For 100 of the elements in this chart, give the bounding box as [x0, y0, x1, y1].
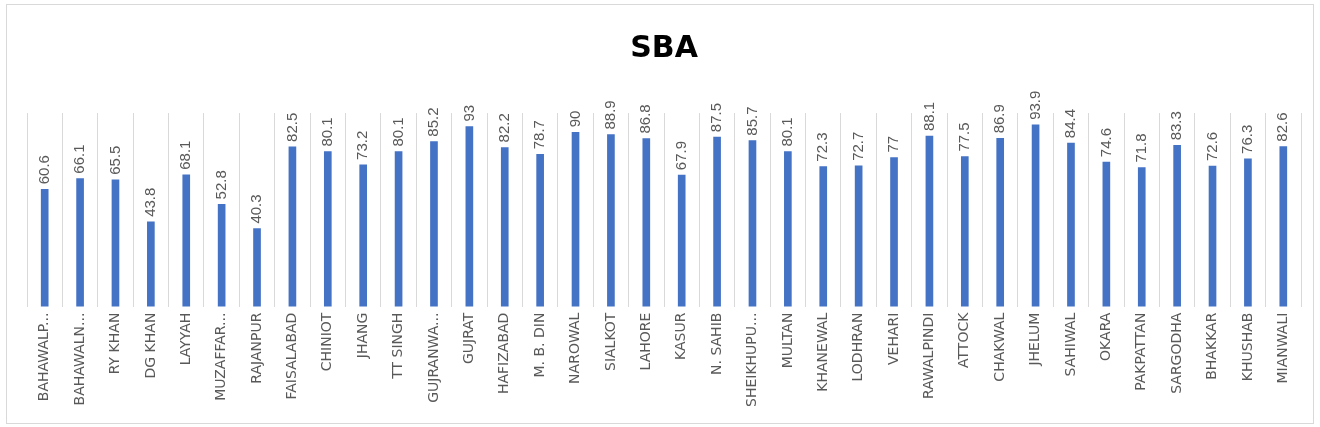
bar [1244, 158, 1252, 307]
bar [147, 221, 155, 307]
bar [536, 153, 544, 307]
data-label: 93 [459, 104, 477, 122]
bar [1279, 146, 1288, 307]
x-tick-label: KHANEWAL [813, 312, 830, 392]
data-label: 72.6 [1202, 131, 1220, 162]
data-label: 88.9 [601, 100, 619, 130]
bar [642, 138, 651, 307]
data-label: 82.6 [1273, 112, 1291, 142]
data-label: 66.1 [70, 144, 88, 174]
x-tick-label: MUZAFFAR... [212, 312, 229, 401]
x-tick-label: LAYYAH [176, 312, 193, 366]
bar [253, 228, 261, 307]
x-tick-label: KASUR [672, 312, 689, 360]
data-label: 83.3 [1167, 111, 1185, 141]
data-label: 60.6 [34, 155, 52, 185]
data-label: 82.2 [494, 113, 512, 143]
x-tick-label: SHEIKHUPU... [743, 312, 760, 408]
bar [1031, 124, 1040, 307]
x-tick-label: DG KHAN [141, 312, 158, 379]
data-label: 43.8 [141, 187, 158, 217]
data-label: 76.3 [1238, 124, 1256, 154]
x-tick-label: ATTOCK [955, 311, 972, 368]
bar [111, 179, 120, 307]
bar [607, 134, 615, 307]
data-label: 52.8 [211, 170, 229, 200]
x-tick-label: LAHORE [636, 312, 653, 371]
data-label: 80.1 [317, 117, 335, 147]
data-label: 85.2 [424, 107, 442, 137]
bar [1102, 161, 1111, 307]
data-label: 87.5 [707, 103, 725, 133]
bar [925, 135, 934, 307]
x-tick-label: SIALKOT [601, 312, 618, 372]
data-label: 40.3 [247, 194, 265, 224]
data-label: 77.5 [954, 122, 972, 152]
x-tick-label: JHELUM [1026, 312, 1043, 367]
bar [819, 166, 828, 307]
x-tick-label: RY KHAN [106, 312, 123, 375]
x-tick-label: MIANWALI [1273, 312, 1290, 384]
bar [394, 151, 403, 307]
data-label: 68.1 [176, 140, 194, 170]
data-label: 82.5 [282, 112, 300, 142]
data-label: 86.8 [636, 104, 654, 134]
bar [1208, 165, 1217, 307]
bar [40, 188, 49, 307]
data-label: 73.2 [353, 130, 371, 160]
x-tick-label: SAHIWAL [1061, 312, 1078, 377]
bar [854, 165, 863, 307]
x-tick-label: SARGODHA [1167, 312, 1184, 394]
x-tick-label: BHAKKAR [1203, 312, 1220, 380]
chart-title: SBA [630, 28, 699, 64]
x-tick-label: CHINIOT [318, 312, 335, 372]
bar [571, 132, 580, 307]
bar [323, 151, 332, 307]
data-label: 74.6 [1096, 127, 1114, 158]
data-label: 85.7 [742, 106, 760, 136]
x-tick-label: PAKPATTAN [1132, 312, 1149, 391]
bar [465, 126, 474, 307]
bar [1067, 142, 1075, 307]
x-tick-label: RAWALPINDI [920, 312, 937, 400]
x-tick-label: NAROWAL [566, 312, 583, 384]
x-tick-label: N. SAHIB [707, 312, 724, 375]
bar [713, 136, 721, 307]
data-label: 72.7 [848, 131, 866, 161]
x-tick-label: GUJRAT [460, 312, 476, 365]
x-tick-label: LODHRAN [849, 312, 866, 382]
data-label: 80.1 [388, 117, 406, 147]
data-label: 71.8 [1131, 133, 1149, 163]
x-tick-label: CHAKWAL [990, 312, 1007, 382]
x-tick-label: OKARA [1097, 312, 1113, 361]
x-tick-label: JHANG [353, 312, 370, 360]
bar [748, 140, 757, 307]
data-label: 88.1 [919, 101, 937, 132]
data-label: 77 [884, 135, 902, 153]
bar [359, 164, 368, 307]
bar [1173, 145, 1181, 307]
x-tick-label: HAFIZABAD [495, 312, 512, 395]
bar [430, 141, 438, 307]
bar [784, 151, 792, 307]
data-label: 67.9 [671, 140, 689, 171]
bar [677, 174, 686, 307]
bar [288, 146, 297, 307]
x-tick-label: M. B. DIN [530, 312, 547, 378]
x-tick-label: GUJRANWA... [424, 312, 441, 403]
bar [182, 174, 191, 307]
bar [1137, 167, 1146, 307]
data-label: 84.4 [1061, 109, 1079, 139]
x-tick-label: KHUSHAB [1238, 312, 1255, 382]
data-label: 65.5 [105, 145, 123, 175]
bar [217, 204, 226, 307]
data-label: 90 [565, 110, 583, 128]
data-label: 78.7 [530, 120, 548, 150]
bar [500, 147, 509, 307]
x-tick-label: FAISALABAD [283, 312, 300, 400]
bar [76, 178, 84, 307]
data-label: 93.9 [1025, 90, 1043, 120]
x-tick-label: TT SINGH [389, 312, 406, 380]
data-label: 72.3 [813, 132, 831, 162]
x-tick-label: BAHAWALP... [35, 312, 52, 402]
